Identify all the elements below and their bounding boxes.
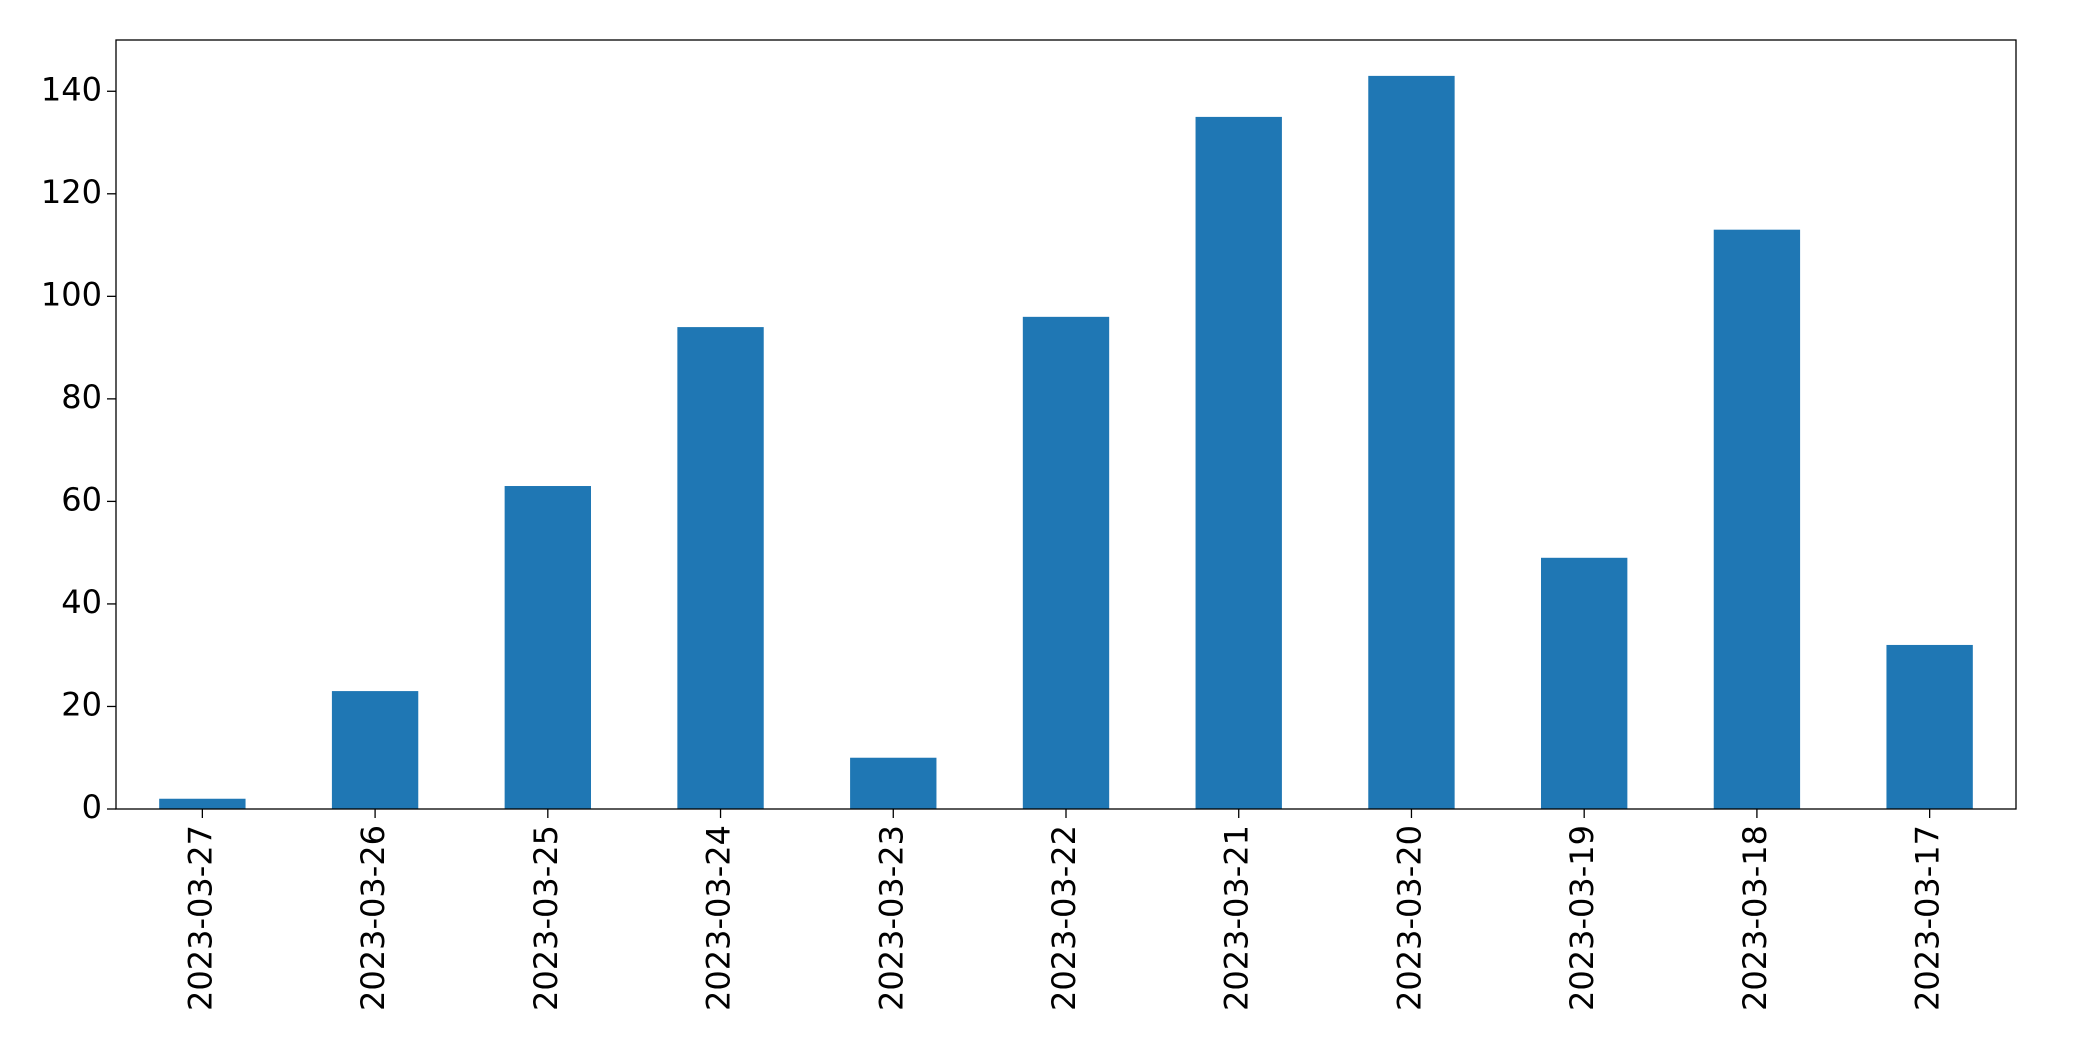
- x-tick-label: 2023-03-25: [527, 825, 565, 1011]
- bar: [1541, 557, 1628, 809]
- bar: [1195, 116, 1282, 809]
- y-tick-label: 120: [41, 173, 102, 211]
- y-tick-label: 100: [41, 275, 102, 313]
- bar: [1713, 229, 1801, 810]
- y-tick-label: 20: [61, 685, 102, 723]
- y-tick-label: 0: [82, 788, 102, 826]
- bar: [1886, 644, 1973, 809]
- x-tick-label: 2023-03-24: [700, 825, 738, 1011]
- bar: [331, 691, 419, 809]
- x-tick-label: 2023-03-26: [354, 825, 392, 1011]
- bar: [677, 327, 764, 809]
- bar: [1368, 75, 1455, 810]
- x-tick-label: 2023-03-18: [1736, 825, 1774, 1011]
- y-tick-label: 140: [41, 70, 102, 108]
- x-tick-label: 2023-03-17: [1909, 825, 1947, 1011]
- x-tick-label: 2023-03-19: [1563, 825, 1601, 1011]
- x-tick-label: 2023-03-23: [872, 825, 910, 1011]
- y-tick-label: 80: [61, 378, 102, 416]
- bar: [1022, 316, 1110, 809]
- x-tick-label: 2023-03-20: [1390, 825, 1428, 1011]
- plot-frame: [115, 39, 2017, 810]
- x-tick-label: 2023-03-22: [1045, 825, 1083, 1011]
- x-tick-label: 2023-03-21: [1218, 825, 1256, 1011]
- bar: [504, 486, 591, 809]
- y-tick-label: 60: [61, 480, 102, 518]
- bar: [850, 757, 937, 809]
- y-tick-label: 40: [61, 583, 102, 621]
- bar: [159, 798, 246, 809]
- x-tick-label: 2023-03-27: [181, 825, 219, 1011]
